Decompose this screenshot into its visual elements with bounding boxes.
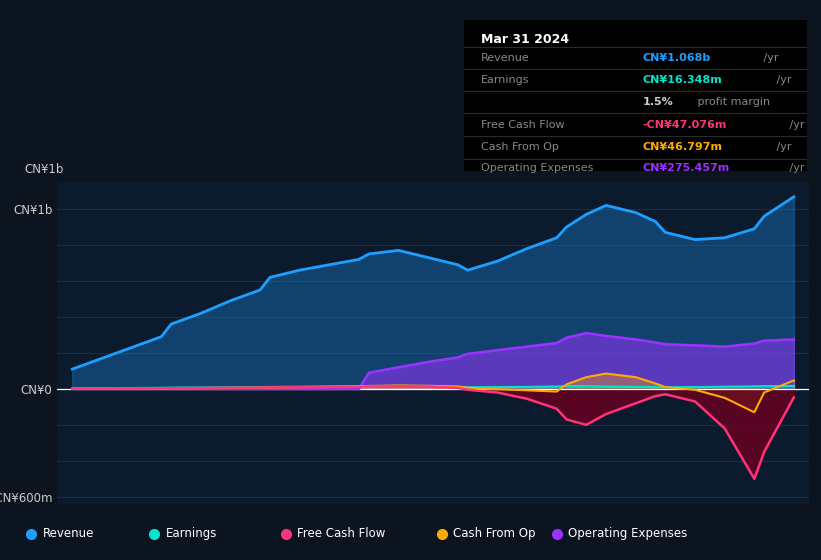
Text: Free Cash Flow: Free Cash Flow [297,528,386,540]
Text: Earnings: Earnings [481,75,530,85]
Text: profit margin: profit margin [695,97,771,107]
Text: Operating Expenses: Operating Expenses [481,163,594,173]
Text: 1.5%: 1.5% [642,97,673,107]
Text: /yr: /yr [773,142,791,152]
Text: Operating Expenses: Operating Expenses [568,528,687,540]
Text: CN¥16.348m: CN¥16.348m [642,75,722,85]
Text: Cash From Op: Cash From Op [481,142,559,152]
Text: Free Cash Flow: Free Cash Flow [481,120,565,130]
Text: Earnings: Earnings [166,528,218,540]
Text: /yr: /yr [773,75,791,85]
Text: CN¥46.797m: CN¥46.797m [642,142,722,152]
Text: CN¥275.457m: CN¥275.457m [642,163,730,173]
Text: Revenue: Revenue [43,528,94,540]
Text: Revenue: Revenue [481,53,530,63]
Text: -CN¥47.076m: -CN¥47.076m [642,120,727,130]
Text: /yr: /yr [786,163,805,173]
Text: Cash From Op: Cash From Op [453,528,535,540]
Text: Mar 31 2024: Mar 31 2024 [481,33,569,46]
Text: CN¥1b: CN¥1b [25,164,64,176]
Text: /yr: /yr [786,120,805,130]
Text: CN¥1.068b: CN¥1.068b [642,53,710,63]
Text: /yr: /yr [759,53,778,63]
